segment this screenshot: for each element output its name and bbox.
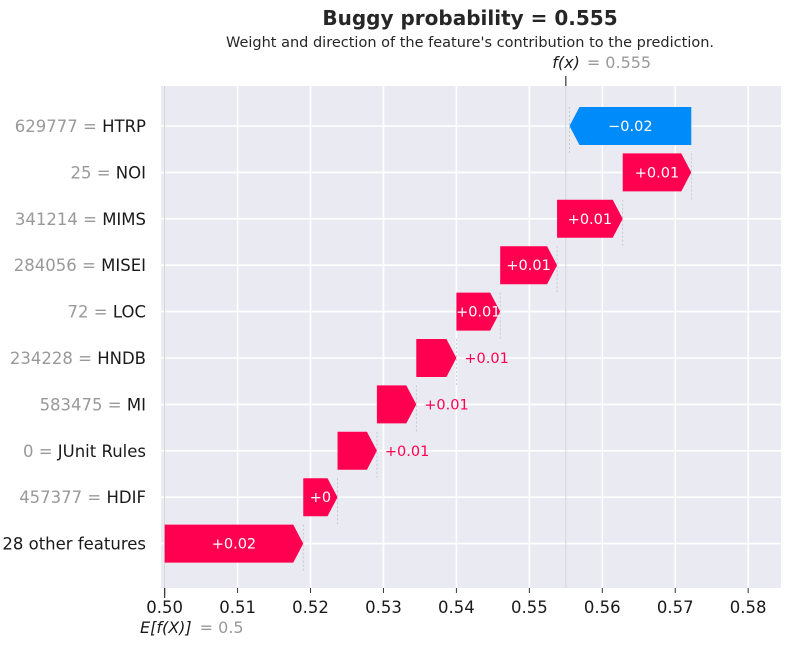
feature-label: 72 = LOC [68,303,146,322]
bar-value-label: +0.02 [212,537,256,553]
x-tick-label: 0.53 [365,598,402,617]
bar-value-label: +0.01 [506,258,550,274]
feature-name: HDIF [107,488,146,507]
chart-title: Buggy probability = 0.555 [322,6,617,30]
bar-value-label: +0.01 [568,212,612,228]
x-tick-label: 0.55 [511,598,548,617]
feature-name: HNDB [97,349,146,368]
efx-label: E[f(X)] [140,618,192,637]
feature-value: 234228 [10,349,73,368]
bar-value-label: −0.02 [608,119,652,135]
feature-name: MIMS [102,210,146,229]
chart-subtitle: Weight and direction of the feature's co… [226,35,714,51]
x-tick-label: 0.57 [657,598,694,617]
feature-label: 629777 = HTRP [15,117,146,136]
feature-label: 0 = JUnit Rules [23,442,146,461]
feature-value: 341214 [15,210,78,229]
waterfall-bar [376,385,417,424]
feature-name: 28 other features [2,535,146,554]
fx-label: f(x) [552,53,580,72]
x-tick-label: 0.50 [146,598,183,617]
bar-value-label: +0.01 [464,351,508,367]
x-tick-label: 0.51 [219,598,256,617]
bar-value-label: +0.01 [635,165,679,181]
waterfall-bar [500,246,558,285]
feature-label: 25 = NOI [70,163,146,182]
feature-label: 341214 = MIMS [15,210,146,229]
feature-label: 284056 = MISEI [14,256,146,275]
feature-value: 0 [23,442,34,461]
feature-name: HTRP [102,117,146,136]
efx-value: = 0.5 [200,618,244,637]
feature-name: MI [127,395,146,414]
waterfall-bar [569,107,692,145]
feature-value: 72 [68,303,89,322]
fx-value: = 0.555 [587,53,651,72]
x-tick-label: 0.56 [584,598,621,617]
waterfall-bar [164,524,304,563]
feature-label: 28 other features [2,535,146,554]
feature-label: 457377 = HDIF [19,488,146,507]
x-tick-label: 0.52 [292,598,329,617]
feature-name: LOC [113,303,146,322]
feature-value: 629777 [15,117,78,136]
waterfall-bar [622,153,692,192]
bar-value-label: +0.01 [456,305,500,321]
waterfall-bar [416,339,457,377]
feature-value: 284056 [14,256,77,275]
bar-value-label: +0.01 [424,397,468,413]
waterfall-bar [557,199,623,238]
bar-value-label: +0.01 [385,444,429,460]
feature-label: 583475 = MI [40,395,146,414]
plot-background [161,86,781,588]
feature-name: MISEI [101,256,146,275]
feature-value: 583475 [40,395,103,414]
bar-value-label: +0 [310,490,331,506]
waterfall-bar [337,431,377,470]
waterfall-bar [303,478,338,517]
feature-name: JUnit Rules [57,442,146,461]
x-tick-label: 0.58 [730,598,767,617]
feature-value: 457377 [19,488,82,507]
x-tick-label: 0.54 [438,598,475,617]
feature-name: NOI [116,163,146,182]
feature-value: 25 [70,163,91,182]
waterfall-bar [456,292,501,331]
feature-label: 234228 = HNDB [10,349,146,368]
